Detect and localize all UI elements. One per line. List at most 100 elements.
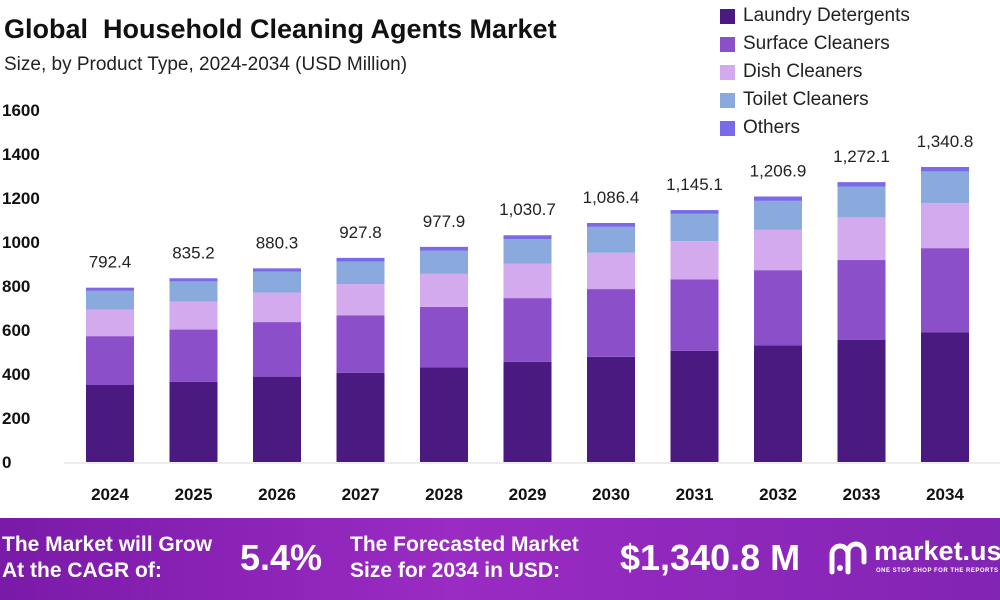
bar-segment	[169, 278, 218, 282]
legend-label: Dish Cleaners	[743, 61, 863, 82]
bar-segment	[86, 336, 134, 385]
bar-segment	[921, 332, 969, 462]
bar-segment	[670, 241, 719, 280]
bar-segment	[587, 222, 635, 227]
market-us-logo-icon	[829, 541, 867, 575]
legend-label: Laundry Detergents	[743, 5, 910, 26]
legend-label: Toilet Cleaners	[743, 89, 869, 110]
bar-segment	[169, 301, 218, 330]
bar-segment	[420, 246, 468, 251]
y-tick-label: 400	[2, 365, 30, 384]
x-tick-label: 2033	[843, 485, 881, 504]
x-tick-label: 2029	[509, 485, 547, 504]
chart-subtitle: Size, by Product Type, 2024-2034 (USD Mi…	[4, 54, 408, 75]
x-tick-label: 2027	[342, 485, 380, 504]
bar-segment	[86, 287, 134, 291]
data-label: 835.2	[172, 243, 215, 262]
legend-item-others: Others	[720, 114, 910, 142]
data-label: 1,340.8	[917, 132, 974, 151]
data-label: 880.3	[256, 233, 299, 252]
legend-swatch	[720, 92, 735, 108]
chart-title: Global Household Cleaning Agents Market	[4, 14, 557, 44]
legend-label: Others	[743, 117, 801, 138]
x-tick-label: 2032	[759, 485, 797, 504]
bar-segment	[587, 226, 635, 253]
bar-segment	[169, 329, 218, 382]
bar-segment	[587, 252, 635, 290]
legend-swatch	[720, 64, 735, 80]
logo-tagline: ONE STOP SHOP FOR THE REPORTS	[876, 568, 999, 574]
bar-segment	[336, 315, 385, 373]
bar-segment	[921, 203, 969, 249]
bar-segment	[670, 213, 719, 242]
y-tick-label: 800	[2, 277, 30, 296]
forecast-label-line1: The Forecasted Market	[350, 533, 579, 556]
data-label: 1,145.1	[666, 175, 723, 194]
bar-segment	[420, 250, 468, 274]
bar-segment	[169, 281, 218, 302]
bar-segment	[754, 200, 802, 230]
bar-segment	[336, 257, 385, 262]
stacked-bar-chart: 0 200 400 600 800 1000 1200 1400 1600 792.4 2024 83…	[2, 101, 1000, 504]
legend-swatch	[720, 120, 735, 136]
y-tick-label: 600	[2, 321, 30, 340]
bar-segment	[837, 182, 886, 187]
bar-segment	[420, 367, 468, 462]
bar-segment	[837, 186, 886, 218]
y-tick-label: 1200	[2, 189, 40, 208]
bar-segment	[253, 376, 301, 462]
legend-item-surface-cleaners: Surface Cleaners	[720, 30, 910, 58]
cagr-label-line2: At the CAGR of:	[2, 559, 162, 582]
bar-segment	[754, 345, 802, 462]
bar-segment	[670, 279, 719, 351]
bar-segment	[503, 361, 552, 462]
bar-segment	[921, 248, 969, 333]
logo-text: market.us	[874, 536, 1000, 566]
bar-segment	[86, 385, 134, 462]
bar-segment	[754, 196, 802, 201]
y-tick-label: 1400	[2, 145, 40, 164]
legend-item-dish-cleaners: Dish Cleaners	[720, 58, 910, 86]
data-label: 1,030.7	[499, 200, 556, 219]
y-tick-label: 0	[2, 453, 11, 472]
legend-item-laundry-detergents: Laundry Detergents	[720, 2, 910, 30]
cagr-value: 5.4%	[240, 537, 323, 578]
x-tick-label: 2025	[175, 485, 213, 504]
x-tick-label: 2028	[425, 485, 463, 504]
bar-segment	[754, 270, 802, 346]
legend-swatch	[720, 8, 735, 24]
x-tick-label: 2026	[258, 485, 296, 504]
bar-segment	[503, 239, 552, 264]
bar-segment	[420, 306, 468, 368]
x-tick-label: 2030	[592, 485, 630, 504]
y-tick-label: 200	[2, 409, 30, 428]
bar-segment	[253, 271, 301, 293]
legend-item-toilet-cleaners: Toilet Cleaners	[720, 86, 910, 114]
x-tick-label: 2031	[676, 485, 714, 504]
legend-swatch	[720, 36, 735, 52]
data-label: 977.9	[423, 212, 466, 231]
data-label: 1,086.4	[583, 188, 640, 207]
y-tick-label: 1600	[2, 101, 40, 120]
data-label: 1,206.9	[750, 161, 807, 180]
bar-segment	[587, 356, 635, 462]
data-label: 1,272.1	[833, 147, 890, 166]
cagr-label-line1: The Market will Grow	[2, 533, 213, 556]
y-tick-label: 1000	[2, 233, 40, 252]
bar-segment	[503, 235, 552, 240]
data-label: 792.4	[89, 253, 132, 272]
bar-segment	[503, 298, 552, 362]
bar-segment	[86, 290, 134, 310]
bar-segment	[420, 273, 468, 307]
legend-label: Surface Cleaners	[743, 33, 890, 54]
forecast-label-line2: Size for 2034 in USD:	[350, 559, 561, 582]
bar-segment	[169, 381, 218, 462]
bar-segment	[253, 268, 301, 272]
bar-segment	[253, 322, 301, 377]
x-tick-label: 2034	[926, 485, 964, 504]
bar-segment	[336, 372, 385, 462]
bar-segment	[336, 261, 385, 285]
forecast-value: $1,340.8 M	[620, 537, 801, 578]
bar-segment	[253, 292, 301, 323]
bar-segment	[86, 309, 134, 337]
